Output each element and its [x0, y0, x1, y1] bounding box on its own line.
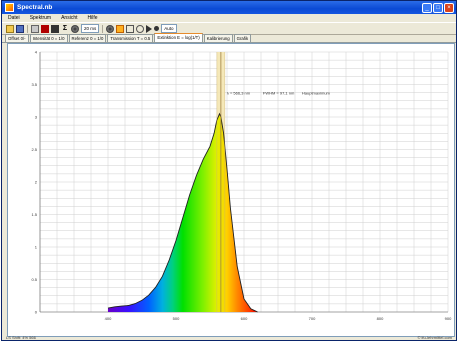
menu-item-file[interactable]: Datei — [8, 15, 20, 21]
settings-gear-icon[interactable] — [71, 24, 79, 33]
save-icon[interactable] — [16, 24, 24, 33]
tab-extinction[interactable]: Extinktion E = log(1/T) — [154, 33, 203, 42]
tab-intensity[interactable]: Intensität 0 = 1/0 — [29, 34, 68, 42]
x-tick-label: 400 — [105, 316, 112, 321]
chart-panel[interactable]: 0 0.5 1 1.5 2 2.5 3 3.5 4 400 500 600 700 800 900 λ = 5… — [7, 43, 455, 337]
x-tick-label: 900 — [445, 316, 452, 321]
status-bar: LS Shift: 4% 566 © ifu-lehrmittel.com — [2, 334, 456, 340]
peak-bandwidth-label: FWHM = 97,1 nm — [263, 90, 295, 95]
y-tick-label: 3 — [35, 115, 38, 120]
spectrum-chart[interactable]: 0 0.5 1 1.5 2 2.5 3 3.5 4 400 500 600 700 800 900 λ = 5… — [8, 44, 454, 336]
spectrum-area — [108, 113, 258, 312]
status-right-text: © ifu-lehrmittel.com — [417, 334, 452, 340]
title-bar: Spectral.nb _ □ × — [2, 1, 456, 14]
toolbar-separator — [102, 24, 104, 33]
x-tick-label: 700 — [309, 316, 316, 321]
zoom-box-icon[interactable] — [126, 24, 135, 33]
tab-offset[interactable]: Offset 0/- — [5, 34, 29, 42]
y-tick-label: 0.5 — [31, 277, 37, 282]
menu-item-view[interactable]: Ansicht — [61, 15, 78, 21]
y-tick-label: 1.5 — [31, 212, 37, 217]
spectrum-line — [107, 112, 258, 313]
calibrate-icon[interactable] — [106, 24, 115, 33]
sigma-icon[interactable]: Σ — [62, 24, 68, 32]
y-tick-label: 1 — [35, 245, 38, 250]
minimize-button[interactable]: _ — [422, 2, 432, 13]
open-folder-icon[interactable] — [6, 24, 14, 33]
highlight-icon[interactable] — [116, 24, 125, 33]
window-controls: _ □ × — [422, 2, 454, 13]
menu-bar: Datei Spektrum Ansicht Hilfe — [2, 14, 456, 22]
mode-select[interactable]: Auto — [161, 24, 177, 33]
tab-graphic[interactable]: Grafik — [233, 34, 252, 42]
tab-reference[interactable]: Referenz 0 = 1/0 — [68, 34, 107, 42]
tab-transmission[interactable]: Transmission T = 0.5 — [107, 34, 154, 42]
reset-zoom-icon[interactable] — [136, 24, 145, 33]
y-tick-label: 0 — [35, 310, 38, 315]
menu-item-spectrum[interactable]: Spektrum — [29, 15, 52, 21]
stop-icon[interactable] — [41, 24, 49, 33]
app-icon — [5, 3, 14, 12]
x-tick-label: 600 — [241, 316, 248, 321]
integration-time-select[interactable]: 20 ms — [81, 24, 100, 33]
y-tick-label: 2.5 — [31, 147, 37, 152]
tab-strip: Offset 0/- Intensität 0 = 1/0 Referenz 0… — [2, 33, 456, 43]
y-tick-label: 3.5 — [31, 82, 37, 87]
y-tick-label: 4 — [35, 50, 38, 55]
chart-grid — [39, 51, 449, 313]
tab-calibration[interactable]: Kalibrierung — [203, 34, 233, 42]
maximize-button[interactable]: □ — [433, 2, 443, 13]
x-tick-label: 800 — [377, 316, 384, 321]
record-icon[interactable] — [51, 24, 59, 33]
print-icon[interactable] — [31, 24, 39, 33]
toolbar-separator — [27, 24, 28, 33]
y-tick-label: 2 — [35, 180, 38, 185]
window-title: Spectral.nb — [17, 4, 53, 11]
x-tick-label: 500 — [173, 316, 180, 321]
menu-item-help[interactable]: Hilfe — [87, 15, 98, 21]
single-shot-icon[interactable] — [154, 26, 160, 31]
peak-note-label: Hauptmaximum — [302, 90, 331, 95]
peak-wavelength-label: λ = 566,3 nm — [227, 90, 251, 95]
close-button[interactable]: × — [444, 2, 454, 13]
play-icon[interactable] — [146, 24, 153, 33]
status-left-text: LS Shift: 4% 566 — [6, 334, 36, 340]
